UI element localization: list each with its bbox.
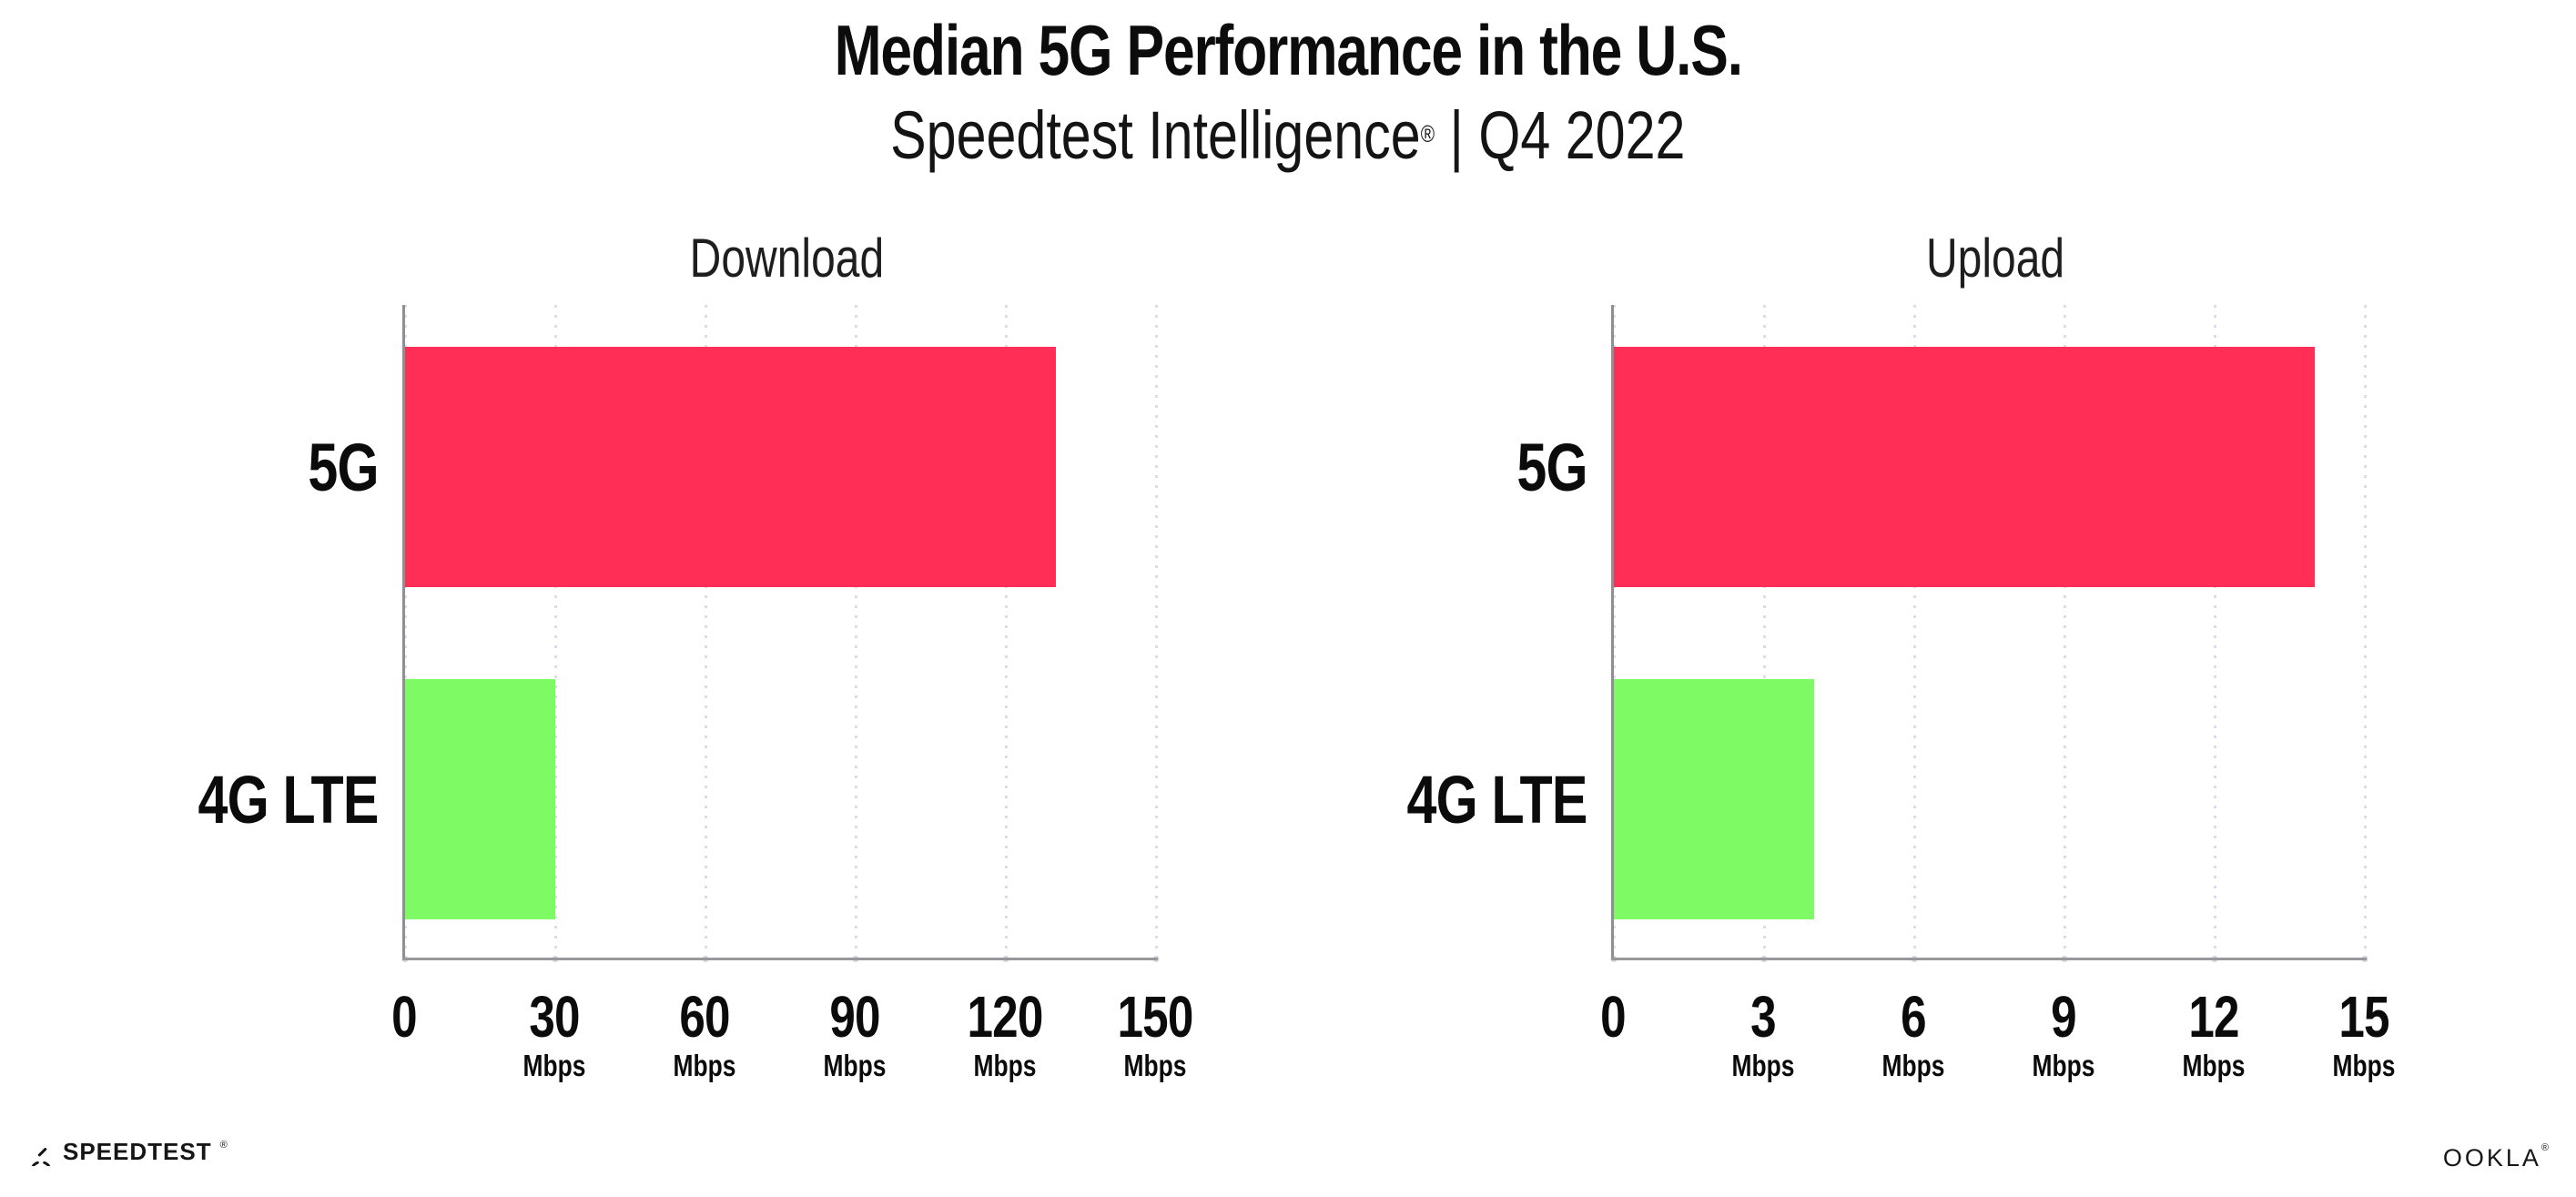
x-tick-unit: Mbps — [2332, 1049, 2396, 1082]
x-tick-90: 90 Mbps — [823, 984, 887, 1087]
download-chart-title: Download — [331, 227, 1242, 289]
page-title-text: Median 5G Performance in the U.S. — [834, 10, 1742, 90]
subtitle-period: | Q4 2022 — [1435, 97, 1686, 173]
x-tick-150: 150 Mbps — [1117, 984, 1193, 1087]
registered-trademark-icon: ® — [1420, 120, 1435, 148]
x-tick-3: 3 Mbps — [1731, 984, 1795, 1087]
upload-chart-title-text: Upload — [1925, 228, 2065, 289]
x-tick-value: 120 — [967, 984, 1043, 1050]
x-tick-unit: Mbps — [973, 1049, 1037, 1082]
gridline-120 — [1005, 305, 1008, 958]
download-y-axis-line — [402, 305, 405, 960]
gridline-3 — [1763, 305, 1766, 958]
x-tick-unit: Mbps — [1881, 1049, 1945, 1082]
category-label-4g-lte: 4G LTE — [198, 761, 380, 837]
gridline-30 — [554, 305, 557, 958]
bar-4g-lte — [1614, 679, 1814, 919]
x-tick-unit: Mbps — [823, 1049, 887, 1082]
x-tick-value: 0 — [391, 984, 417, 1050]
x-tick-value: 0 — [1600, 984, 1626, 1050]
download-chart: Download 5G 4G LTE 0 30 Mbps 60 Mbps 90 Mbps 120… — [198, 228, 1193, 1082]
category-label-5g: 5G — [1516, 429, 1588, 505]
x-tick-value: 60 — [679, 984, 730, 1050]
subtitle-brand: Speedtest Intelligence — [890, 97, 1421, 173]
x-tick-6: 6 Mbps — [1881, 984, 1945, 1087]
ookla-registered-mark: ® — [2541, 1142, 2549, 1153]
category-label-4g-lte: 4G LTE — [1406, 761, 1588, 837]
upload-chart-title: Upload — [1540, 227, 2450, 289]
upload-y-axis-line — [1611, 305, 1614, 960]
x-tick-60: 60 Mbps — [673, 984, 736, 1087]
ookla-wordmark: OOKLA — [2442, 1144, 2541, 1172]
x-tick-value: 9 — [2051, 984, 2076, 1050]
gridline-6 — [1913, 305, 1916, 958]
bar-5g — [405, 347, 1056, 587]
x-tick-120: 120 Mbps — [967, 984, 1043, 1087]
ookla-logo: OOKLA® — [2442, 1142, 2549, 1172]
x-tick-unit: Mbps — [1731, 1049, 1795, 1082]
gridline-0 — [1613, 305, 1616, 958]
upload-chart: Upload 5G 4G LTE 0 3 Mbps 6 Mbps 9 Mbps 12 Mbps 15… — [1407, 228, 2396, 1082]
x-tick-value: 3 — [1750, 984, 1776, 1050]
page-title: Median 5G Performance in the U.S. — [0, 9, 2576, 92]
x-tick-value: 30 — [529, 984, 580, 1050]
gridline-0 — [404, 305, 407, 958]
x-tick-unit: Mbps — [1123, 1049, 1187, 1082]
x-tick-value: 12 — [2188, 984, 2239, 1050]
upload-x-axis-line — [1611, 958, 2367, 960]
x-tick-0: 0 — [391, 984, 417, 1050]
x-tick-30: 30 Mbps — [522, 984, 586, 1087]
bar-4g-lte — [405, 679, 555, 919]
bar-5g — [1614, 347, 2315, 587]
x-tick-unit: Mbps — [522, 1049, 586, 1082]
x-tick-unit: Mbps — [2032, 1049, 2095, 1082]
speedtest-logo: SPEEDTEST ® — [27, 1138, 228, 1166]
download-x-axis-line — [402, 958, 1158, 960]
download-chart-title-text: Download — [689, 228, 884, 289]
x-tick-9: 9 Mbps — [2032, 984, 2095, 1087]
speedtest-wordmark: SPEEDTEST — [63, 1138, 212, 1165]
x-tick-0: 0 — [1600, 984, 1626, 1050]
speedtest-registered-mark: ® — [219, 1139, 228, 1151]
x-tick-15: 15 Mbps — [2332, 984, 2396, 1087]
gridline-60 — [705, 305, 707, 958]
gridline-15 — [2364, 305, 2367, 958]
x-tick-unit: Mbps — [2182, 1049, 2246, 1082]
gridline-12 — [2214, 305, 2216, 958]
x-tick-value: 6 — [1901, 984, 1926, 1050]
x-tick-value: 150 — [1117, 984, 1193, 1050]
speedtest-gauge-icon — [31, 1147, 51, 1166]
page-subtitle: Speedtest Intelligence® | Q4 2022 — [0, 96, 2576, 174]
gridline-9 — [2064, 305, 2066, 958]
x-tick-value: 15 — [2338, 984, 2389, 1050]
category-label-5g: 5G — [308, 429, 380, 505]
x-tick-12: 12 Mbps — [2182, 984, 2246, 1087]
gridline-90 — [855, 305, 857, 958]
x-tick-unit: Mbps — [673, 1049, 736, 1082]
gridline-150 — [1155, 305, 1158, 958]
x-tick-value: 90 — [829, 984, 880, 1050]
page-subtitle-text: Speedtest Intelligence® | Q4 2022 — [890, 96, 1685, 174]
